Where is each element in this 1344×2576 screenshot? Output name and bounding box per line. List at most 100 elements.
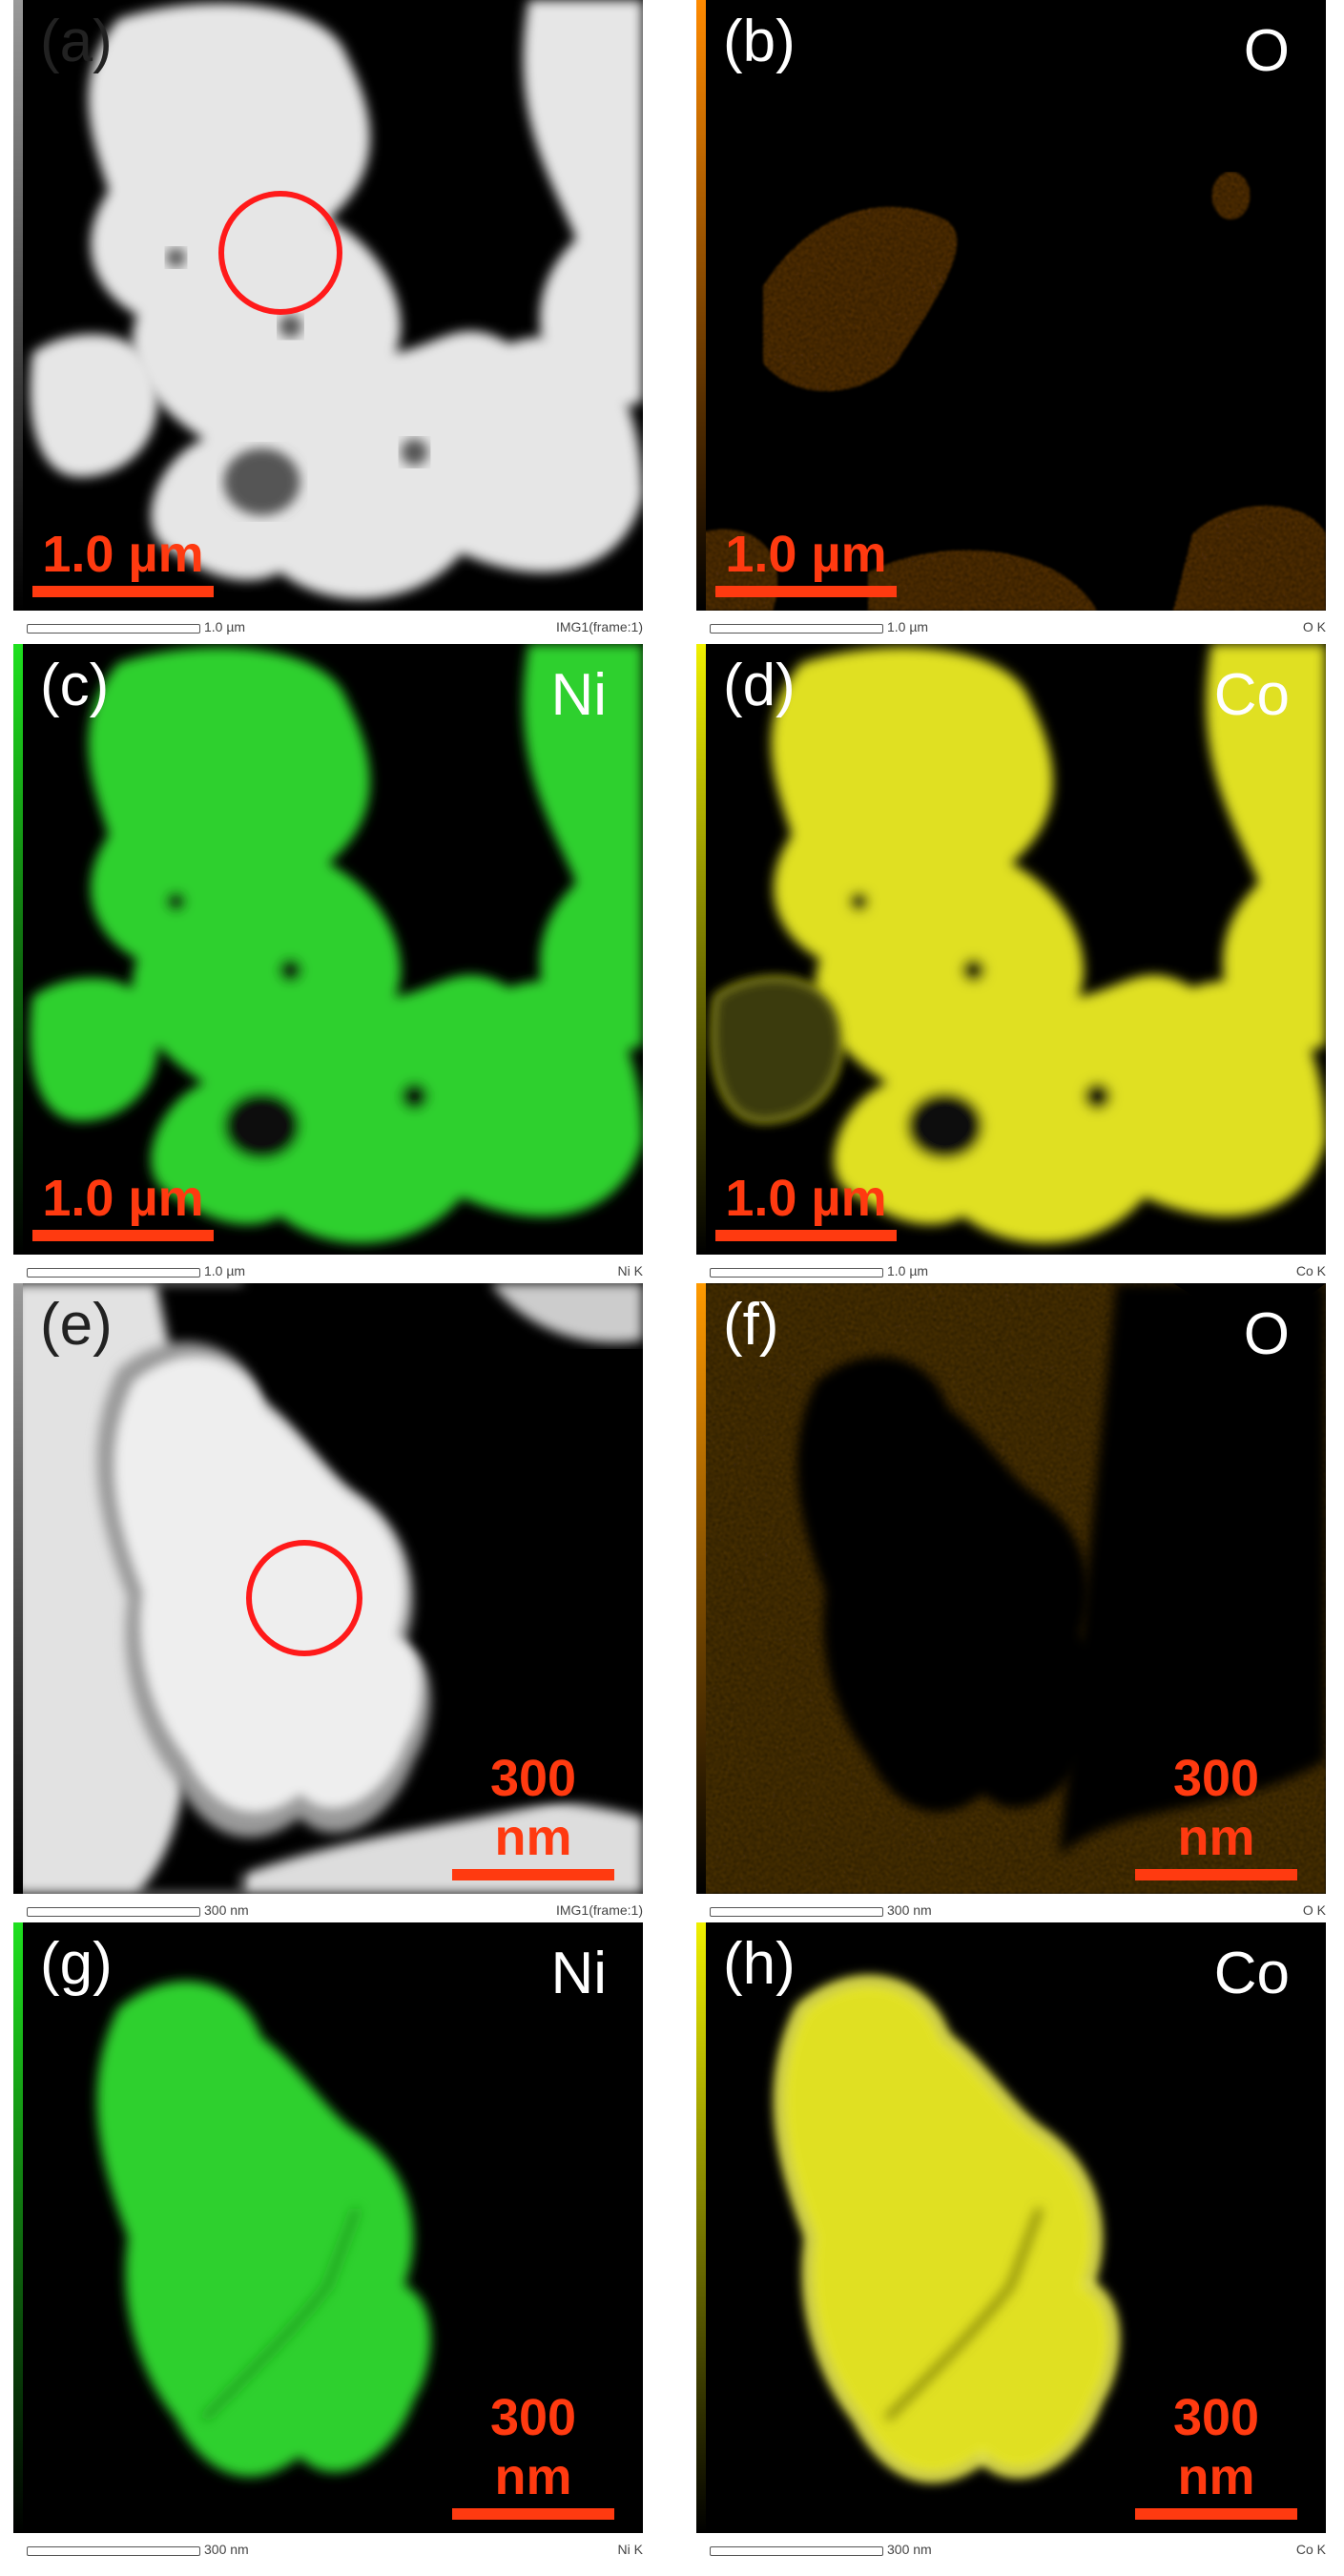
particle-region	[961, 959, 985, 982]
crack-line	[884, 2207, 1043, 2421]
instrument-footer: 1.0 µm Co K	[696, 1259, 1326, 1288]
scale-bar: 300 nm	[452, 1749, 614, 1880]
footer-map-tag: Co K	[1295, 1263, 1326, 1278]
particle-region	[401, 439, 428, 466]
analysis-spot-circle	[246, 1540, 362, 1656]
panel-label: (g)	[40, 1931, 113, 1997]
instrument-footer: 300 nm Ni K	[13, 2538, 643, 2566]
instrument-footer: 1.0 µm IMG1(frame:1)	[13, 615, 643, 644]
footer-scale-bar	[27, 624, 200, 634]
color-scale-bar	[696, 644, 706, 1255]
scale-bar-line	[452, 2508, 614, 2520]
micrograph-image	[13, 1283, 643, 1894]
instrument-footer: 300 nm O K	[696, 1899, 1326, 1927]
footer-map-tag: IMG1(frame:1)	[555, 619, 643, 634]
particle-region	[279, 315, 302, 338]
scale-bar: 1.0 µm	[715, 525, 897, 597]
element-label: Co	[1213, 662, 1290, 728]
particle-region	[279, 959, 302, 982]
scale-bar-line	[452, 1869, 614, 1880]
footer-scale-label: 300 nm	[204, 2542, 249, 2557]
footer-map-tag: O K	[1302, 1902, 1326, 1918]
particle-region	[30, 334, 158, 477]
particle-region	[1173, 506, 1326, 611]
panel-label: (a)	[40, 9, 113, 74]
panel-label: (b)	[723, 9, 796, 74]
scale-bar: 1.0 µm	[32, 1169, 214, 1241]
footer-scale-bar	[710, 1268, 883, 1278]
footer-map-tag: O K	[1302, 619, 1326, 634]
color-scale-bar	[696, 1922, 706, 2533]
footer-scale-label: 300 nm	[887, 1902, 932, 1918]
color-scale-bar	[13, 0, 23, 611]
micrograph-image	[696, 1283, 1326, 1894]
color-scale-bar	[13, 1283, 23, 1894]
particle-region	[223, 1092, 300, 1159]
element-label: O	[1243, 1301, 1290, 1367]
particle-region	[166, 248, 186, 267]
scale-bar-label: 300 nm	[1172, 2389, 1260, 2505]
footer-map-tag: Ni K	[617, 1263, 643, 1278]
footer-scale-bar	[27, 1268, 200, 1278]
particle-region	[223, 448, 300, 515]
color-scale-bar	[696, 1283, 706, 1894]
element-label: Ni	[550, 1941, 607, 2006]
panel-e: (e) 300 nm	[13, 1283, 643, 1894]
footer-scale-label: 1.0 µm	[887, 1263, 929, 1278]
analysis-spot-circle	[218, 191, 342, 315]
particle-region	[1206, 644, 1326, 1052]
footer-scale-bar	[27, 2546, 200, 2556]
dark-void	[1059, 1283, 1326, 1856]
color-scale-bar	[13, 1922, 23, 2533]
instrument-footer: 300 nm Co K	[696, 2538, 1326, 2566]
particle-region	[713, 978, 841, 1121]
particle-region	[868, 550, 1097, 611]
footer-scale-bar	[27, 1907, 200, 1917]
scale-bar: 1.0 µm	[715, 1169, 897, 1241]
footer-map-tag: Ni K	[617, 2542, 643, 2557]
scale-bar-label: 1.0 µm	[725, 1170, 887, 1227]
scale-bar-label: 300 nm	[489, 2389, 577, 2505]
particle-region	[906, 1092, 983, 1159]
particle-region	[849, 892, 869, 911]
instrument-footer: 300 nm IMG1(frame:1)	[13, 1899, 643, 1927]
scale-bar-label: 300 nm	[489, 1750, 577, 1866]
particle-region	[1084, 1083, 1111, 1110]
particle-region	[166, 892, 186, 911]
instrument-footer: 1.0 µm Ni K	[13, 1259, 643, 1288]
panel-label: (e)	[40, 1292, 113, 1358]
color-scale-bar	[696, 0, 706, 611]
panel-b: (b) O 1.0 µm	[696, 0, 1326, 611]
footer-scale-label: 1.0 µm	[204, 619, 246, 634]
scale-bar-label: 1.0 µm	[725, 526, 887, 583]
particle-region	[523, 644, 643, 1052]
instrument-footer: 1.0 µm O K	[696, 615, 1326, 644]
footer-map-tag: Co K	[1295, 2542, 1326, 2557]
particle-region	[30, 978, 158, 1121]
footer-scale-label: 1.0 µm	[204, 1263, 246, 1278]
footer-scale-bar	[710, 624, 883, 634]
footer-scale-label: 300 nm	[887, 2542, 932, 2557]
particle-region	[763, 206, 958, 391]
scale-bar: 300 nm	[1135, 2388, 1297, 2520]
color-scale-bar	[13, 644, 23, 1255]
footer-map-tag: IMG1(frame:1)	[555, 1902, 643, 1918]
panel-label: (h)	[723, 1931, 796, 1997]
footer-scale-bar	[710, 2546, 883, 2556]
particle-region	[401, 1083, 428, 1110]
scale-bar-line	[1135, 2508, 1297, 2520]
element-label: O	[1243, 18, 1290, 84]
particle-region	[114, 1356, 422, 1813]
scale-bar-line	[1135, 1869, 1297, 1880]
scale-bar-line	[32, 1230, 214, 1241]
panel-d: (d) Co 1.0 µm	[696, 644, 1326, 1255]
micrograph-image	[96, 1981, 431, 2477]
scale-bar: 300 nm	[452, 2388, 614, 2520]
panel-c: (c) Ni 1.0 µm	[13, 644, 643, 1255]
particle-region	[96, 1981, 431, 2477]
panel-g: (g) Ni 300 nm	[13, 1922, 643, 2533]
scale-bar-label: 300 nm	[1172, 1750, 1260, 1866]
top-particle	[490, 1283, 643, 1343]
micrograph-image	[30, 644, 643, 1243]
panel-f: (f) O 300 nm	[696, 1283, 1326, 1894]
